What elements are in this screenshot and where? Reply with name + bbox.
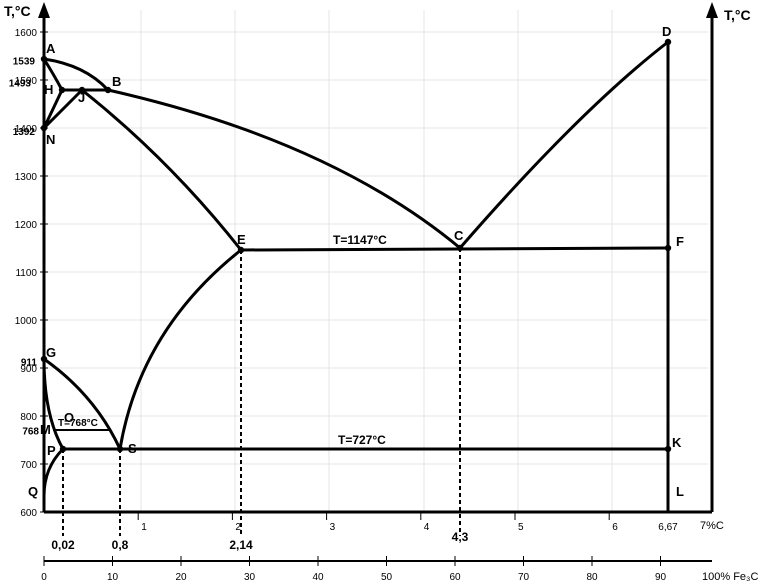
point-k-dot [664, 445, 672, 453]
point-q-label: Q [28, 484, 38, 499]
composition-dashes [62, 248, 461, 536]
temperature-tick-label: 1500 [15, 76, 38, 87]
special-temperature-label: 1539 [13, 56, 36, 67]
cementite-tick-label: 40 [312, 572, 324, 583]
point-h-label: H [44, 82, 53, 97]
point-l-label: L [676, 484, 684, 499]
cementite-tick-label: 80 [586, 572, 598, 583]
point-f-label: F [676, 234, 684, 249]
carbon-axis-unit: 7%C [700, 520, 724, 532]
line-nj [42, 88, 84, 130]
point-m-label: M [40, 422, 51, 437]
liquidus-cd [458, 40, 670, 250]
point-p-dot [59, 445, 67, 453]
carbon-tick-label: 2 [235, 522, 241, 533]
carbon-ticks: 1 2 3 4 5 6 6,67 [137, 512, 678, 533]
cementite-tick-label: 10 [107, 572, 119, 583]
solvus-es [118, 248, 243, 451]
cementite-tick-label: 50 [381, 572, 393, 583]
key-composition-label: 2,14 [229, 538, 253, 552]
liquidus-bc [106, 88, 462, 250]
eutectic-label: T=1147°C [333, 233, 387, 247]
cementite-ticks: 0 10 20 30 40 50 60 70 80 90 [41, 556, 666, 583]
point-e-dot [237, 246, 245, 254]
temperature-tick-label: 1600 [15, 28, 38, 39]
point-c-dot [456, 244, 464, 252]
left-axis-arrow-icon [38, 2, 50, 18]
temperature-ticks: 600 700 800 900 1000 1100 1200 1300 1400 1500 1600 [15, 28, 48, 519]
liquidus-ab [42, 57, 110, 92]
point-p-label: P [47, 443, 56, 458]
solidus-je [80, 88, 243, 252]
cementite-tick-label: 60 [449, 572, 461, 583]
line-pq [42, 447, 65, 498]
point-g-label: G [46, 345, 56, 360]
carbon-tick-label: 5 [518, 522, 524, 533]
curie-label: T=768°C [58, 418, 98, 429]
temperature-tick-label: 800 [20, 412, 37, 423]
line-gs [42, 357, 122, 451]
temperature-tick-label: 1300 [15, 172, 38, 183]
temperature-tick-label: 1100 [15, 268, 37, 279]
temperature-tick-label: 1400 [15, 124, 38, 135]
special-temperature-label: 1392 [13, 127, 36, 138]
grid [44, 10, 708, 512]
cementite-axis-end-label: 100% Fe₃C [702, 571, 759, 583]
key-composition-label: 0,02 [51, 538, 75, 552]
point-s-dot [116, 445, 124, 453]
eutectic-line-ecf [239, 246, 670, 252]
point-j-dot [78, 86, 86, 94]
cementite-tick-label: 20 [175, 572, 187, 583]
carbon-tick-label: 1 [141, 522, 147, 533]
point-a-dot [40, 55, 48, 63]
point-s-label: S [128, 441, 137, 456]
point-n-dot [40, 124, 48, 132]
line-gp [42, 357, 65, 451]
point-n-label: N [46, 132, 55, 147]
temperature-tick-label: 1000 [15, 316, 38, 327]
key-composition-labels: 0,02 0,8 2,14 4,3 [51, 530, 468, 552]
key-composition-label: 4,3 [452, 530, 469, 544]
point-a-label: A [46, 41, 56, 56]
point-k-label: K [672, 435, 682, 450]
line-hn [42, 88, 64, 130]
carbon-tick-label: 6 [612, 522, 618, 533]
temperature-tick-label: 1200 [15, 220, 38, 231]
key-composition-label: 0,8 [112, 538, 129, 552]
special-temperature-ticks: 1539 1493 1392 911 768 [9, 56, 40, 437]
point-e-label: E [237, 232, 246, 247]
eutectoid-label: T=727°C [338, 433, 386, 447]
cementite-tick-label: 30 [244, 572, 256, 583]
point-g-dot [40, 355, 48, 363]
point-h-dot [58, 86, 66, 94]
phase-lines [42, 40, 670, 514]
point-markers: A B H J N D E C F G MO P S K Q L [28, 24, 684, 499]
cementite-tick-label: 0 [41, 572, 47, 583]
right-axis-arrow-icon [706, 2, 718, 18]
point-b-label: B [112, 74, 121, 89]
carbon-end-label: 6,67 [658, 522, 678, 533]
cementite-tick-label: 70 [518, 572, 530, 583]
point-d-dot [664, 38, 672, 46]
point-j-label: J [78, 90, 85, 105]
right-axis-title: T,°C [724, 7, 751, 23]
temperature-tick-label: 900 [20, 364, 37, 375]
point-f-dot [664, 244, 672, 252]
point-c-label: C [454, 228, 464, 243]
temperature-tick-label: 700 [20, 460, 37, 471]
carbon-tick-label: 4 [424, 522, 430, 533]
cementite-tick-label: 90 [655, 572, 667, 583]
special-temperature-label: 768 [22, 426, 39, 437]
point-o-label: O [64, 410, 74, 425]
point-b-dot [104, 86, 112, 94]
carbon-tick-label: 3 [330, 522, 336, 533]
special-temperature-label: 911 [21, 358, 38, 369]
left-axis-title: T,°C [4, 3, 31, 19]
special-temperature-label: 1493 [9, 78, 32, 89]
point-d-label: D [662, 24, 671, 39]
temperature-tick-label: 600 [20, 508, 37, 519]
